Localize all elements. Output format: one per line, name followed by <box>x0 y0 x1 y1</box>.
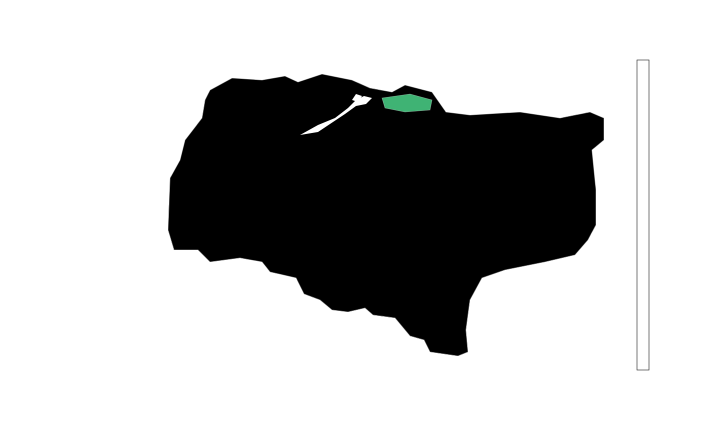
region-core-darkest <box>286 160 515 200</box>
colorbar <box>636 59 650 371</box>
colorbar-fill <box>637 60 649 370</box>
region-south-yellow <box>430 320 468 356</box>
colorbar-frame <box>636 59 650 371</box>
river-estuary <box>300 96 372 135</box>
island-sheppey <box>381 93 433 113</box>
region-south-yellowgreen <box>360 278 480 342</box>
river-inlet <box>352 94 362 102</box>
region-west <box>168 205 205 252</box>
